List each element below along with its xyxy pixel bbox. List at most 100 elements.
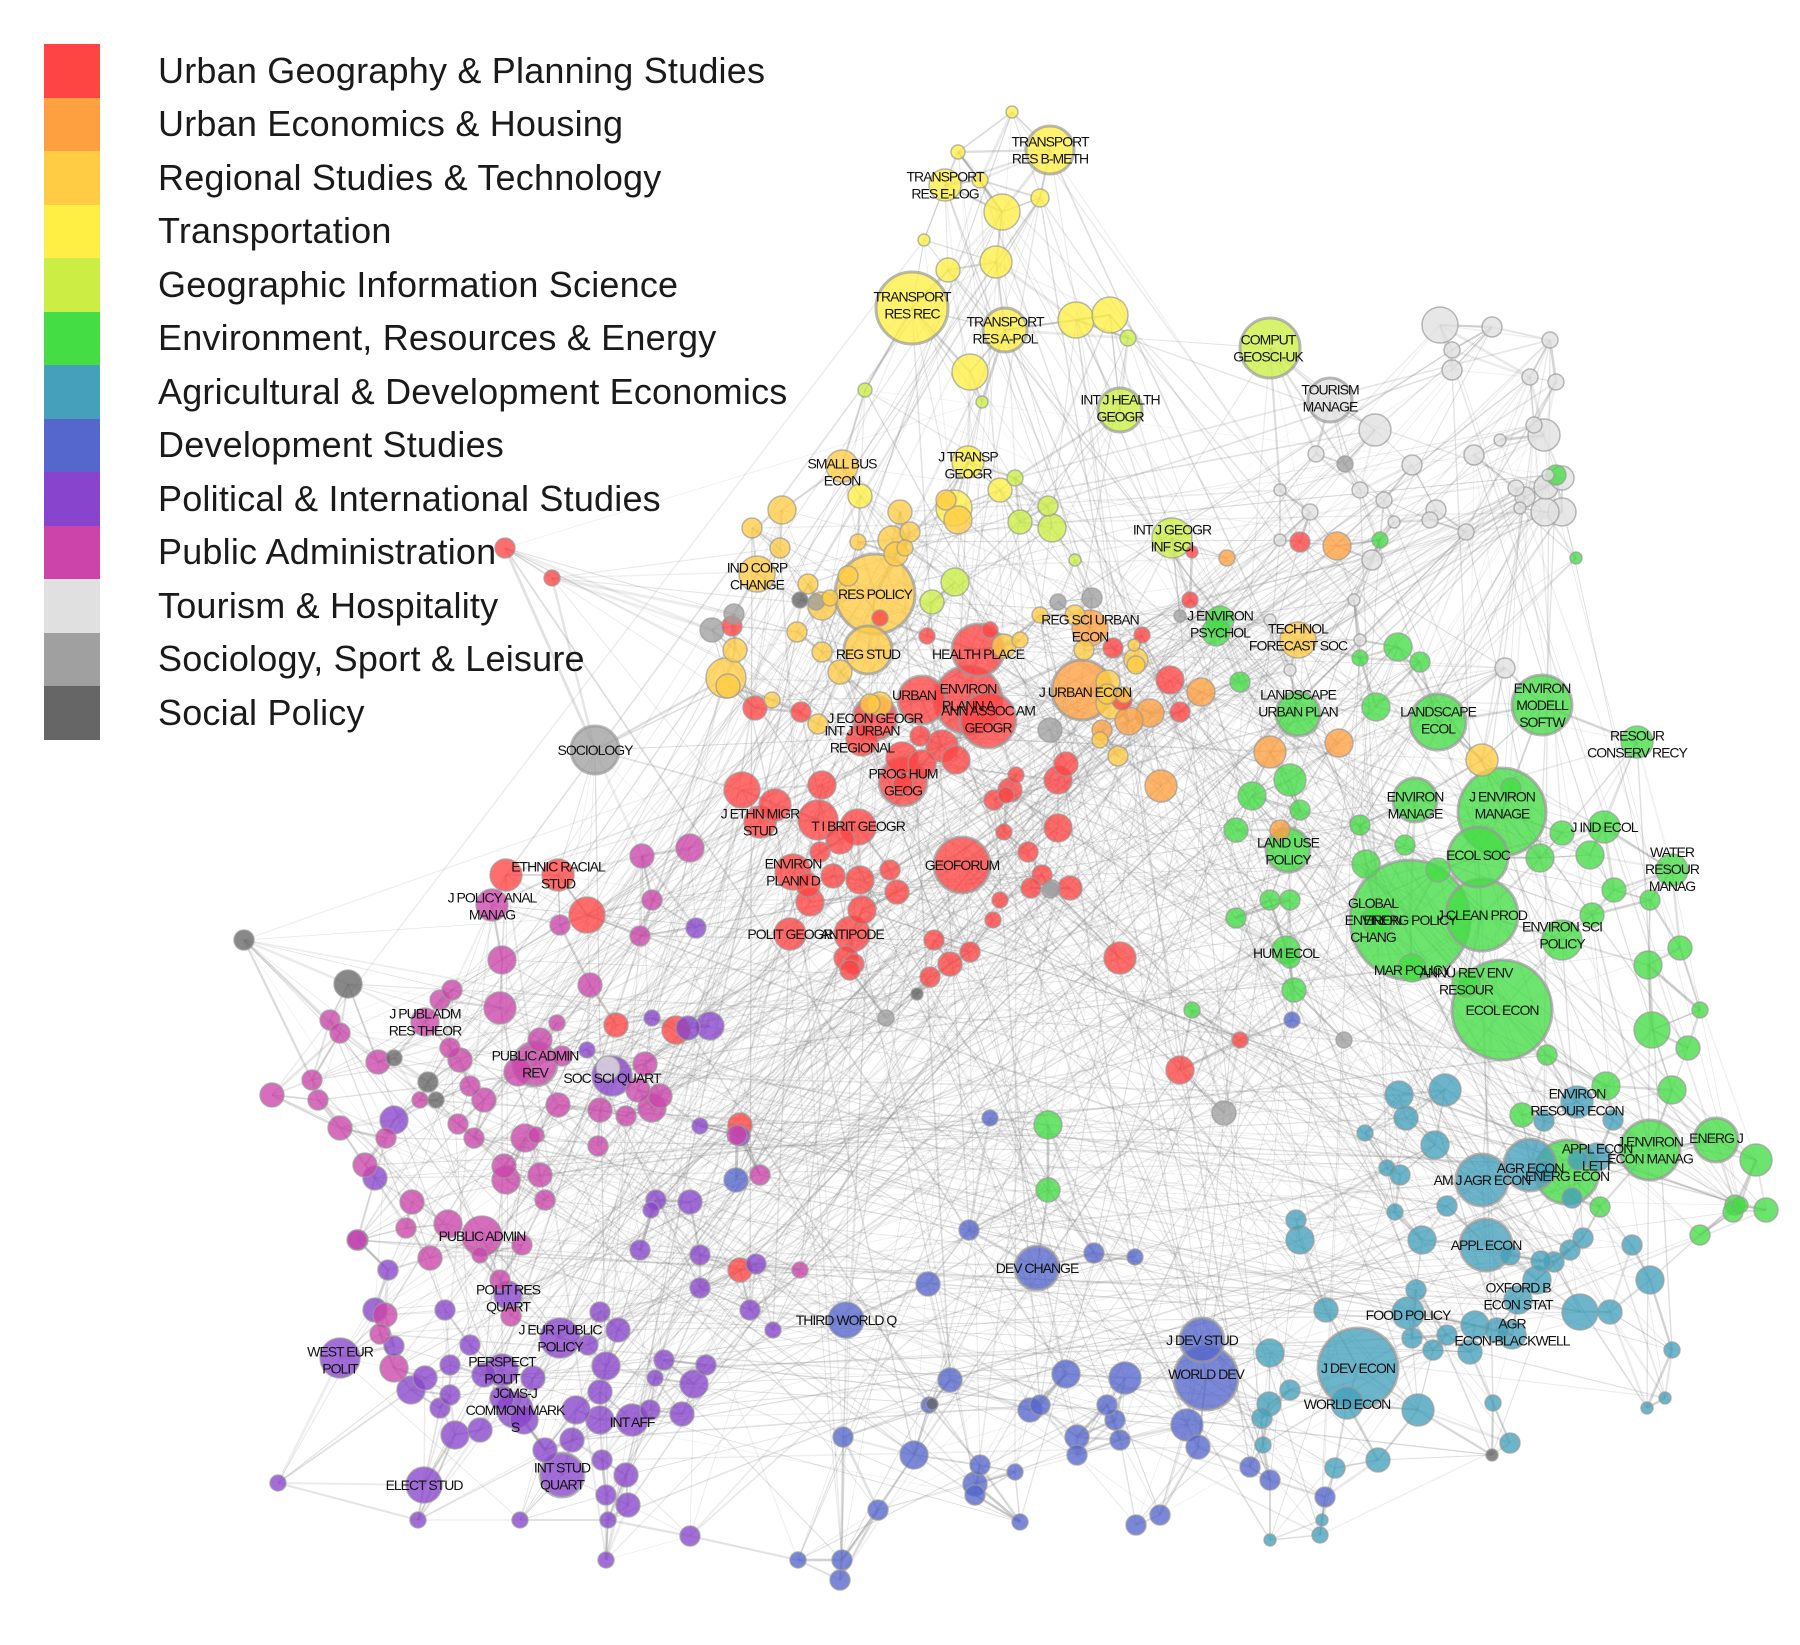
network-edge [755,949,1287,1265]
journal-label-line: HUM ECOL [1253,945,1320,961]
network-edge [483,1115,627,1376]
journal-label-line: ENVIRON [940,681,997,697]
network-edge [589,984,1271,1354]
journal-node [307,1089,329,1111]
network-edge [1289,669,1638,743]
network-edge [503,547,597,751]
network-edge [899,511,951,1381]
journal-node [487,945,517,975]
journal-node [915,1271,941,1297]
journal-node [689,1244,711,1266]
network-edge [503,1119,1614,1167]
network-edge [439,720,1130,1409]
journal-node [395,1217,417,1239]
network-edge [439,904,493,1409]
journal-node [471,1362,497,1388]
journal-label: THIRD WORLD Q [796,1312,898,1328]
journal-label-line: RES B-METH [1012,151,1088,167]
network-edge [625,1474,691,1537]
journal-node [1007,509,1033,535]
network-edge [1249,957,1291,1468]
journal-node [1579,902,1605,928]
journal-node [385,1049,403,1067]
journal-label-line: ECON MANAG [1607,1151,1693,1167]
network-edge [481,1024,617,1237]
journal-label: PROG HUM GEOG [869,766,938,799]
network-edge [967,699,1423,1241]
network-edge [1501,811,1578,1103]
journal-label-line: ANNU REV ENV [1419,965,1514,981]
network-edge [967,1117,992,1231]
network-edge [1004,329,1493,1456]
network-edge [663,1359,1493,1456]
journal-node [1621,1234,1643,1256]
network-edge [967,1117,992,1231]
journal-label-line: INT STUD [534,1460,591,1476]
network-edge [444,635,928,1311]
journal-node [625,1077,651,1103]
network-edge [451,989,519,1073]
network-edge [1533,339,1551,426]
journal-node [642,1201,660,1219]
network-edge [1014,477,1757,1161]
network-edge [1344,463,1385,501]
network-edge [329,1019,1336,1469]
network-edge [944,184,1114,649]
network-edge [521,712,1151,1246]
journal-label-line: PLANN D [766,873,821,889]
legend-item: Urban Economics & Housing [44,97,787,151]
journal-node [1263,1533,1277,1547]
network-edge [953,429,1376,509]
journal-label-line: RES A-POL [973,331,1039,347]
network-edge [842,1403,933,1438]
journal-node [1185,1434,1211,1460]
network-edge [311,1007,501,1081]
journal-node [1091,296,1129,334]
network-edge [447,1223,525,1421]
journal-node [1281,977,1307,1003]
journal-label: FOOD POLICY [1366,1307,1452,1323]
journal-label-line: PLANN A [942,698,996,714]
network-edge [417,1429,481,1521]
network-edge [393,1057,1581,1313]
network-edge [601,949,1287,1461]
network-edge [841,465,1381,541]
network-edge [1451,369,1531,378]
journal-node [641,889,663,911]
network-edge [1186,347,1271,1426]
journal-node [1186,677,1216,707]
journal-label: ENVIRON RESOUR ECON [1530,1086,1623,1119]
network-edge [759,869,1439,1176]
network-edge [1057,349,1453,603]
network-edge [1481,1179,1611,1313]
network-edge [611,211,1003,1077]
network-edge [921,763,1017,776]
journal-node [520,1365,546,1391]
network-edge [599,1109,751,1311]
journal-node [1589,1196,1611,1218]
network-edge [393,713,1299,1369]
network-edge [559,627,1091,1339]
network-edge [968,1189,1049,1231]
network-edge [561,1055,976,1485]
journal-node [1351,649,1369,667]
network-edge [957,464,1413,521]
journal-node [1289,531,1311,553]
legend-label: Agricultural & Development Economics [158,370,788,412]
journal-node [1006,1463,1024,1481]
network-edge [1123,694,1293,1021]
journal-label-line: ECON [1072,629,1108,645]
journal-node [613,1462,639,1488]
journal-label-line: MANAG [1649,878,1695,894]
network-edge [954,581,1396,1213]
network-edge [957,111,1013,153]
journal-node [821,589,839,607]
network-edge [759,919,1411,1176]
journal-node [1066,1444,1088,1466]
network-edge [637,1089,1401,1176]
network-edge [1019,541,1301,1523]
network-edge [534,993,918,1065]
journal-label-line: GEOFORUM [925,857,1000,873]
journal-node [1096,386,1144,434]
journal-node [1575,840,1605,870]
